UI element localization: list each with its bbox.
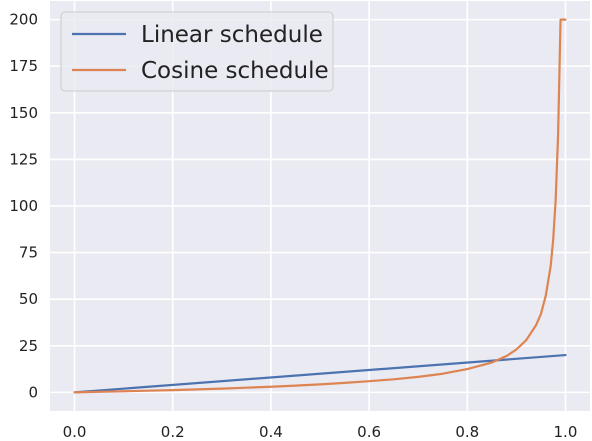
x-tick-label: 1.0 — [554, 423, 578, 441]
y-tick-label: 25 — [19, 337, 38, 355]
y-tick-label: 50 — [19, 290, 38, 308]
x-tick-label: 0.4 — [259, 423, 283, 441]
x-tick-label: 0.2 — [161, 423, 185, 441]
y-tick-label: 125 — [9, 150, 38, 168]
series-line-linear — [73, 353, 567, 394]
grid — [50, 1, 590, 411]
x-tick-label: 0.0 — [63, 423, 87, 441]
y-tick-label: 200 — [9, 11, 38, 29]
tick-labels: 0.0 0.2 0.4 0.6 0.8 1.0 0 25 50 75 100 125 150 175 200 — [9, 11, 577, 441]
y-tick-label: 0 — [28, 383, 38, 401]
series-lines — [73, 18, 567, 394]
series-line-cosine — [73, 18, 567, 394]
legend-box — [60, 11, 334, 92]
legend: Linear schedule Cosine schedule — [60, 11, 334, 92]
x-tick-label: 0.6 — [357, 423, 381, 441]
x-tick-label: 0.8 — [455, 423, 479, 441]
legend-label: Linear schedule — [141, 22, 323, 48]
y-tick-label: 175 — [9, 57, 38, 75]
y-tick-label: 100 — [9, 197, 38, 215]
legend-label: Cosine schedule — [141, 58, 329, 84]
y-tick-label: 150 — [9, 104, 38, 122]
y-tick-label: 75 — [19, 244, 38, 262]
